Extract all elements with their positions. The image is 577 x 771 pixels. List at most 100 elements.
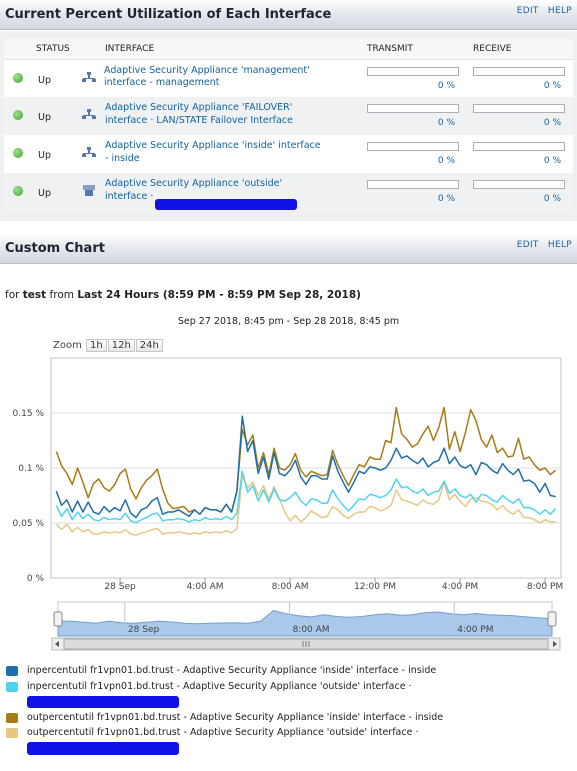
time-period: Last 24 Hours (8:59 PM - 8:59 PM Sep 28,… (77, 289, 361, 301)
scroll-left-arrow-icon (55, 641, 59, 647)
navigator-handle[interactable] (547, 611, 557, 627)
transmit-bar (367, 142, 459, 151)
legend-swatch (6, 681, 18, 692)
receive-value: 0 % (543, 80, 561, 91)
legend-swatch (6, 712, 18, 723)
chart-legend: inpercentutil fr1vpn01.bd.trust - Adapti… (6, 664, 566, 742)
status-up-icon (13, 148, 23, 158)
interface-table: STATUS INTERFACE TRANSMIT RECEIVE Up Ada… (4, 39, 573, 211)
x-tick-label: 12:00 PM (354, 582, 396, 592)
interface-description: interface · (105, 190, 154, 202)
zoom-label: Zoom (53, 340, 82, 351)
receive-bar (473, 142, 565, 151)
interface-link-management[interactable]: Adaptive Security Appliance 'management'… (104, 65, 334, 90)
x-tick-label: 4:00 AM (187, 582, 224, 592)
x-tick-label: 28 Sep (104, 582, 136, 592)
receive-bar (473, 180, 565, 189)
legend-item[interactable]: inpercentutil fr1vpn01.bd.trust - Adapti… (6, 664, 566, 680)
interface-name: Adaptive Security Appliance 'management' (104, 64, 310, 76)
receive-value: 0 % (543, 156, 561, 166)
legend-item[interactable]: outpercentutil fr1vpn01.bd.trust - Adapt… (6, 726, 566, 742)
column-header-receive: RECEIVE (472, 39, 573, 60)
column-header-interface: INTERFACE (104, 39, 366, 60)
receive-bar (473, 104, 565, 113)
x-tick-label: 4:00 PM (442, 582, 478, 592)
x-tick-label: 8:00 PM (527, 582, 563, 592)
help-link[interactable]: HELP (547, 6, 572, 16)
interface-description: interface · LAN/STATE Failover Interface (105, 114, 293, 126)
interface-panel-links: EDIT HELP (511, 6, 572, 16)
network-interface-icon (82, 109, 96, 121)
interface-name: Adaptive Security Appliance 'outside' (105, 178, 283, 189)
chart-date-range: Sep 27 2018, 8:45 pm - Sep 28 2018, 8:45… (177, 316, 400, 327)
interface-link-outside[interactable]: Adaptive Security Appliance 'outside' int… (105, 178, 335, 203)
legend-item[interactable]: outpercentutil fr1vpn01.bd.trust - Adapt… (6, 711, 566, 727)
interface-description: - inside (105, 152, 140, 164)
y-tick-label: 0.05 % (13, 519, 45, 529)
legend-label: outpercentutil fr1vpn01.bd.trust - Adapt… (27, 711, 444, 723)
interface-description: interface - management (104, 77, 220, 88)
series-line (55, 474, 556, 536)
legend-item[interactable]: inpercentutil fr1vpn01.bd.trust - Adapti… (6, 680, 566, 711)
status-up-icon (13, 72, 23, 83)
transmit-bar (367, 180, 459, 189)
y-tick-label: 0.15 % (13, 409, 45, 419)
node-name: test (22, 289, 47, 301)
navigator-handle[interactable] (53, 611, 63, 627)
zoom-12h-button[interactable]: 12h (107, 339, 135, 352)
interface-name: Adaptive Security Appliance 'inside' int… (105, 140, 321, 151)
for-label: for (5, 289, 20, 301)
column-header-status: STATUS (4, 39, 104, 60)
interface-link-inside[interactable]: Adaptive Security Appliance 'inside' int… (105, 140, 335, 165)
navigator-area (57, 609, 553, 637)
navigator-label: 8:00 AM (293, 625, 330, 635)
custom-chart-title: Custom Chart (5, 241, 105, 256)
legend-label: inpercentutil fr1vpn01.bd.trust - Adapti… (27, 665, 437, 676)
custom-chart-panel-header: Custom Chart EDIT HELP (0, 234, 577, 264)
network-interface-icon (82, 147, 96, 159)
from-label: from (49, 289, 74, 301)
interface-link-failover[interactable]: Adaptive Security Appliance 'FAILOVER' in… (105, 102, 335, 127)
y-tick-label: 0.1 % (18, 464, 44, 474)
table-header-row: STATUS INTERFACE TRANSMIT RECEIVE (4, 39, 573, 60)
zoom-1h-button[interactable]: 1h (86, 339, 107, 352)
series-line (55, 470, 557, 524)
redaction-mark (155, 199, 297, 210)
series-line (55, 406, 557, 515)
zoom-controls: Zoom 1h 12h 24h (53, 339, 163, 352)
redaction-mark (27, 696, 179, 708)
status-up-icon (13, 110, 23, 120)
transmit-value: 0 % (437, 80, 455, 91)
zoom-24h-button[interactable]: 24h (135, 339, 163, 352)
status-up-icon (13, 186, 23, 196)
transmit-bar (367, 66, 459, 76)
custom-chart-panel-links: EDIT HELP (511, 240, 572, 250)
interface-name: Adaptive Security Appliance 'FAILOVER' (105, 102, 293, 113)
table-row: Up Adaptive Security Appliance 'inside' … (4, 135, 573, 173)
chart-subtitle: for test from Last 24 Hours (8:59 PM - 8… (5, 289, 361, 301)
edit-link[interactable]: EDIT (516, 240, 539, 250)
status-text: Up (38, 112, 51, 123)
legend-swatch (6, 728, 18, 738)
interface-panel-header: Current Percent Utilization of Each Inte… (0, 0, 577, 30)
redaction-mark (27, 742, 179, 755)
navigator-label: 28 Sep (128, 625, 160, 635)
line-chart[interactable]: 0 % 0.05 % 0.1 % 0.15 % 28 Sep 4:00 AM 8:00 A… (0, 0, 577, 660)
transmit-value: 0 % (437, 156, 455, 166)
status-text: Up (38, 150, 51, 161)
interface-table-container: STATUS INTERFACE TRANSMIT RECEIVE Up Ada… (0, 31, 577, 221)
x-tick-label: 8:00 AM (272, 582, 309, 592)
receive-value: 0 % (543, 118, 561, 128)
edit-link[interactable]: EDIT (516, 6, 539, 16)
table-row: Up Adaptive Security Appliance 'FAILOVER… (4, 97, 573, 135)
scroll-right-arrow-icon (553, 641, 557, 647)
column-header-transmit: TRANSMIT (366, 39, 472, 60)
navigator-label: 4:00 PM (457, 625, 493, 635)
ethernet-port-icon (82, 185, 96, 197)
receive-value: 0 % (543, 194, 561, 204)
help-link[interactable]: HELP (547, 240, 572, 250)
table-row: Up Adaptive Security Appliance 'outside'… (4, 173, 573, 211)
series-line (55, 415, 556, 519)
table-row: Up Adaptive Security Appliance 'manageme… (4, 59, 573, 97)
y-tick-label: 0 % (27, 574, 45, 584)
